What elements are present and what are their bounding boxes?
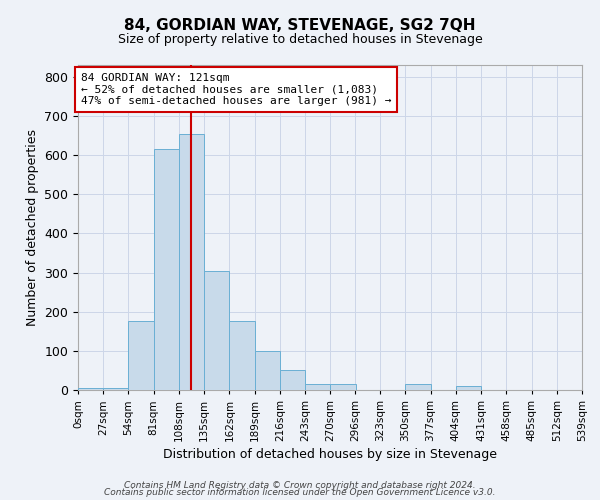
Bar bbox=[128, 322, 154, 390]
Bar bbox=[331, 384, 356, 390]
Bar bbox=[456, 386, 481, 390]
Bar bbox=[405, 384, 431, 390]
Bar bbox=[103, 388, 128, 390]
Bar bbox=[255, 351, 280, 390]
Text: Size of property relative to detached houses in Stevenage: Size of property relative to detached ho… bbox=[118, 32, 482, 46]
Text: Contains public sector information licensed under the Open Government Licence v3: Contains public sector information licen… bbox=[104, 488, 496, 497]
Bar bbox=[229, 322, 255, 390]
Bar bbox=[78, 388, 103, 390]
Bar bbox=[179, 134, 204, 390]
X-axis label: Distribution of detached houses by size in Stevenage: Distribution of detached houses by size … bbox=[163, 448, 497, 461]
Text: Contains HM Land Registry data © Crown copyright and database right 2024.: Contains HM Land Registry data © Crown c… bbox=[124, 480, 476, 490]
Bar bbox=[280, 370, 305, 390]
Bar bbox=[154, 149, 179, 390]
Bar bbox=[204, 270, 229, 390]
Y-axis label: Number of detached properties: Number of detached properties bbox=[26, 129, 39, 326]
Text: 84, GORDIAN WAY, STEVENAGE, SG2 7QH: 84, GORDIAN WAY, STEVENAGE, SG2 7QH bbox=[124, 18, 476, 32]
Text: 84 GORDIAN WAY: 121sqm
← 52% of detached houses are smaller (1,083)
47% of semi-: 84 GORDIAN WAY: 121sqm ← 52% of detached… bbox=[81, 73, 391, 106]
Bar bbox=[305, 384, 331, 390]
